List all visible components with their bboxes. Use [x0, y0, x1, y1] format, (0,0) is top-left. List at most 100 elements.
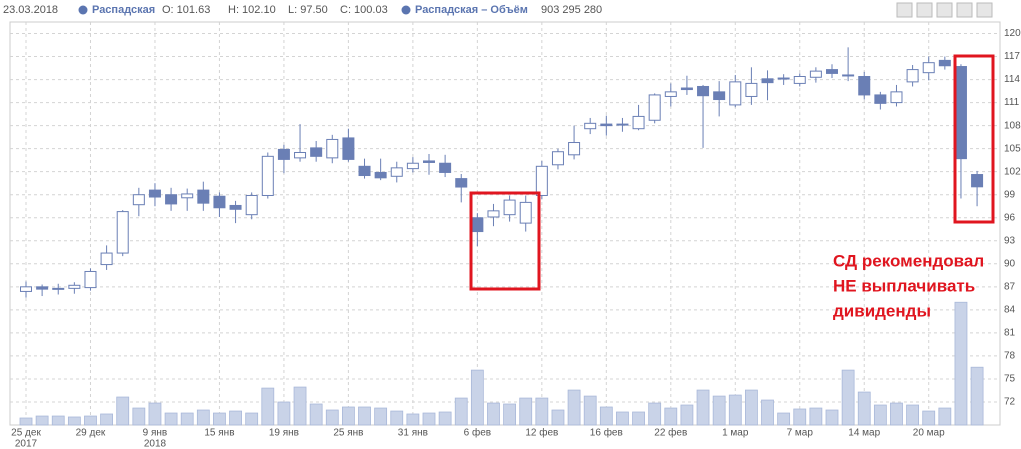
- volume-bar: [325, 409, 339, 426]
- legend-dot: [401, 5, 411, 15]
- candle-body: [84, 270, 97, 289]
- volume-bar: [116, 396, 130, 426]
- volume-bar: [19, 417, 33, 426]
- y-tick-label: 105: [1004, 143, 1021, 154]
- candle-body: [761, 78, 774, 84]
- candle-body: [148, 189, 161, 198]
- x-tick-label: 29 дек: [76, 428, 106, 439]
- volume-bar: [67, 416, 81, 426]
- volume-bar: [100, 413, 113, 426]
- x-tick-label: 20 мар: [913, 428, 945, 439]
- candle-body: [938, 59, 951, 67]
- volume-bar: [261, 387, 275, 426]
- volume-bar: [922, 410, 936, 426]
- volume-bar: [535, 397, 549, 426]
- x-tick-label: 25 янв: [333, 428, 363, 439]
- candle-body: [406, 162, 419, 170]
- header-high: H: 102.10: [228, 4, 276, 16]
- candle-body: [648, 94, 661, 121]
- candle-body: [954, 66, 967, 160]
- volume-bar: [84, 415, 97, 426]
- candle-body: [874, 94, 887, 104]
- candle-body: [568, 142, 581, 156]
- volume-bar: [229, 410, 242, 426]
- volume-bar: [809, 407, 823, 426]
- candle-body: [52, 287, 65, 290]
- volume-bar: [196, 409, 210, 426]
- tool-button[interactable]: [916, 2, 933, 18]
- y-tick-label: 96: [1004, 212, 1016, 223]
- volume-bar: [648, 402, 662, 426]
- volume-bar: [487, 402, 500, 426]
- x-tick-label: 12 фев: [525, 427, 558, 439]
- y-tick-label: 120: [1004, 28, 1021, 39]
- candle-body: [680, 87, 693, 91]
- candle-body: [616, 123, 629, 126]
- candle-body: [971, 174, 984, 188]
- header-low: L: 97.50: [288, 4, 328, 16]
- candle-body: [455, 178, 468, 188]
- y-tick-label: 84: [1004, 304, 1016, 315]
- y-tick-label: 78: [1004, 351, 1016, 362]
- header-date: 23.03.2018: [3, 4, 58, 16]
- x-tick-label: 7 мар: [787, 428, 814, 439]
- candle-body: [342, 137, 355, 160]
- volume-bar: [180, 412, 194, 426]
- volume-bar: [277, 401, 291, 426]
- annotation: дивиденды: [833, 301, 931, 320]
- candle-body: [777, 77, 790, 80]
- candle-body: [374, 171, 387, 179]
- volume-bar: [680, 404, 694, 426]
- highlight-box: [953, 54, 995, 224]
- volume-bar: [841, 369, 855, 426]
- volume-bar: [454, 397, 468, 426]
- volume-bar: [761, 399, 774, 426]
- candle-body: [584, 122, 597, 130]
- candle-body: [439, 162, 452, 173]
- y-tick-label: 72: [1004, 397, 1016, 408]
- candle-body: [906, 69, 919, 83]
- y-tick-label: 111: [1004, 97, 1020, 108]
- candle-body: [229, 204, 242, 210]
- x-tick-label: 25 дек: [11, 428, 41, 439]
- volume-bar: [341, 406, 355, 426]
- annotation: НЕ выплачивать: [833, 276, 975, 295]
- volume-bar: [745, 389, 758, 426]
- y-tick-label: 75: [1004, 374, 1016, 385]
- tool-button[interactable]: [956, 2, 973, 18]
- candle-body: [487, 210, 500, 218]
- volume-bar: [938, 407, 952, 426]
- tool-button[interactable]: [936, 2, 953, 18]
- x-tick-label: 31 янв: [398, 428, 428, 439]
- volume-bar: [890, 402, 903, 426]
- candle-body: [68, 284, 81, 289]
- candle-body: [793, 76, 806, 84]
- x-year-label: 2017: [15, 439, 38, 449]
- volume-bar: [696, 389, 710, 426]
- volume-bar: [503, 403, 517, 426]
- volume-bar: [793, 408, 807, 426]
- candle-body: [100, 252, 113, 266]
- tool-button[interactable]: [976, 2, 993, 18]
- volume-bar: [519, 397, 533, 426]
- legend-series: Распадская: [92, 4, 155, 16]
- tool-button[interactable]: [896, 2, 913, 18]
- volume-bar: [293, 386, 307, 426]
- candle-body: [890, 91, 903, 104]
- x-tick-label: 6 фев: [464, 427, 491, 439]
- volume-bar: [728, 394, 742, 426]
- volume-bar: [148, 402, 162, 426]
- volume-bar: [616, 411, 629, 426]
- legend-volume: Распадская – Объём: [415, 4, 528, 16]
- candle-body: [423, 160, 435, 163]
- candle-body: [390, 167, 403, 177]
- candle-body: [294, 151, 307, 159]
- candle-body: [197, 189, 210, 204]
- y-tick-label: 99: [1004, 189, 1016, 200]
- candle-body: [729, 81, 742, 106]
- candle-body: [261, 155, 274, 196]
- candle-body: [503, 199, 516, 216]
- header-open: O: 101.63: [162, 4, 210, 16]
- y-tick-label: 81: [1004, 328, 1016, 339]
- volume-bar: [632, 411, 645, 426]
